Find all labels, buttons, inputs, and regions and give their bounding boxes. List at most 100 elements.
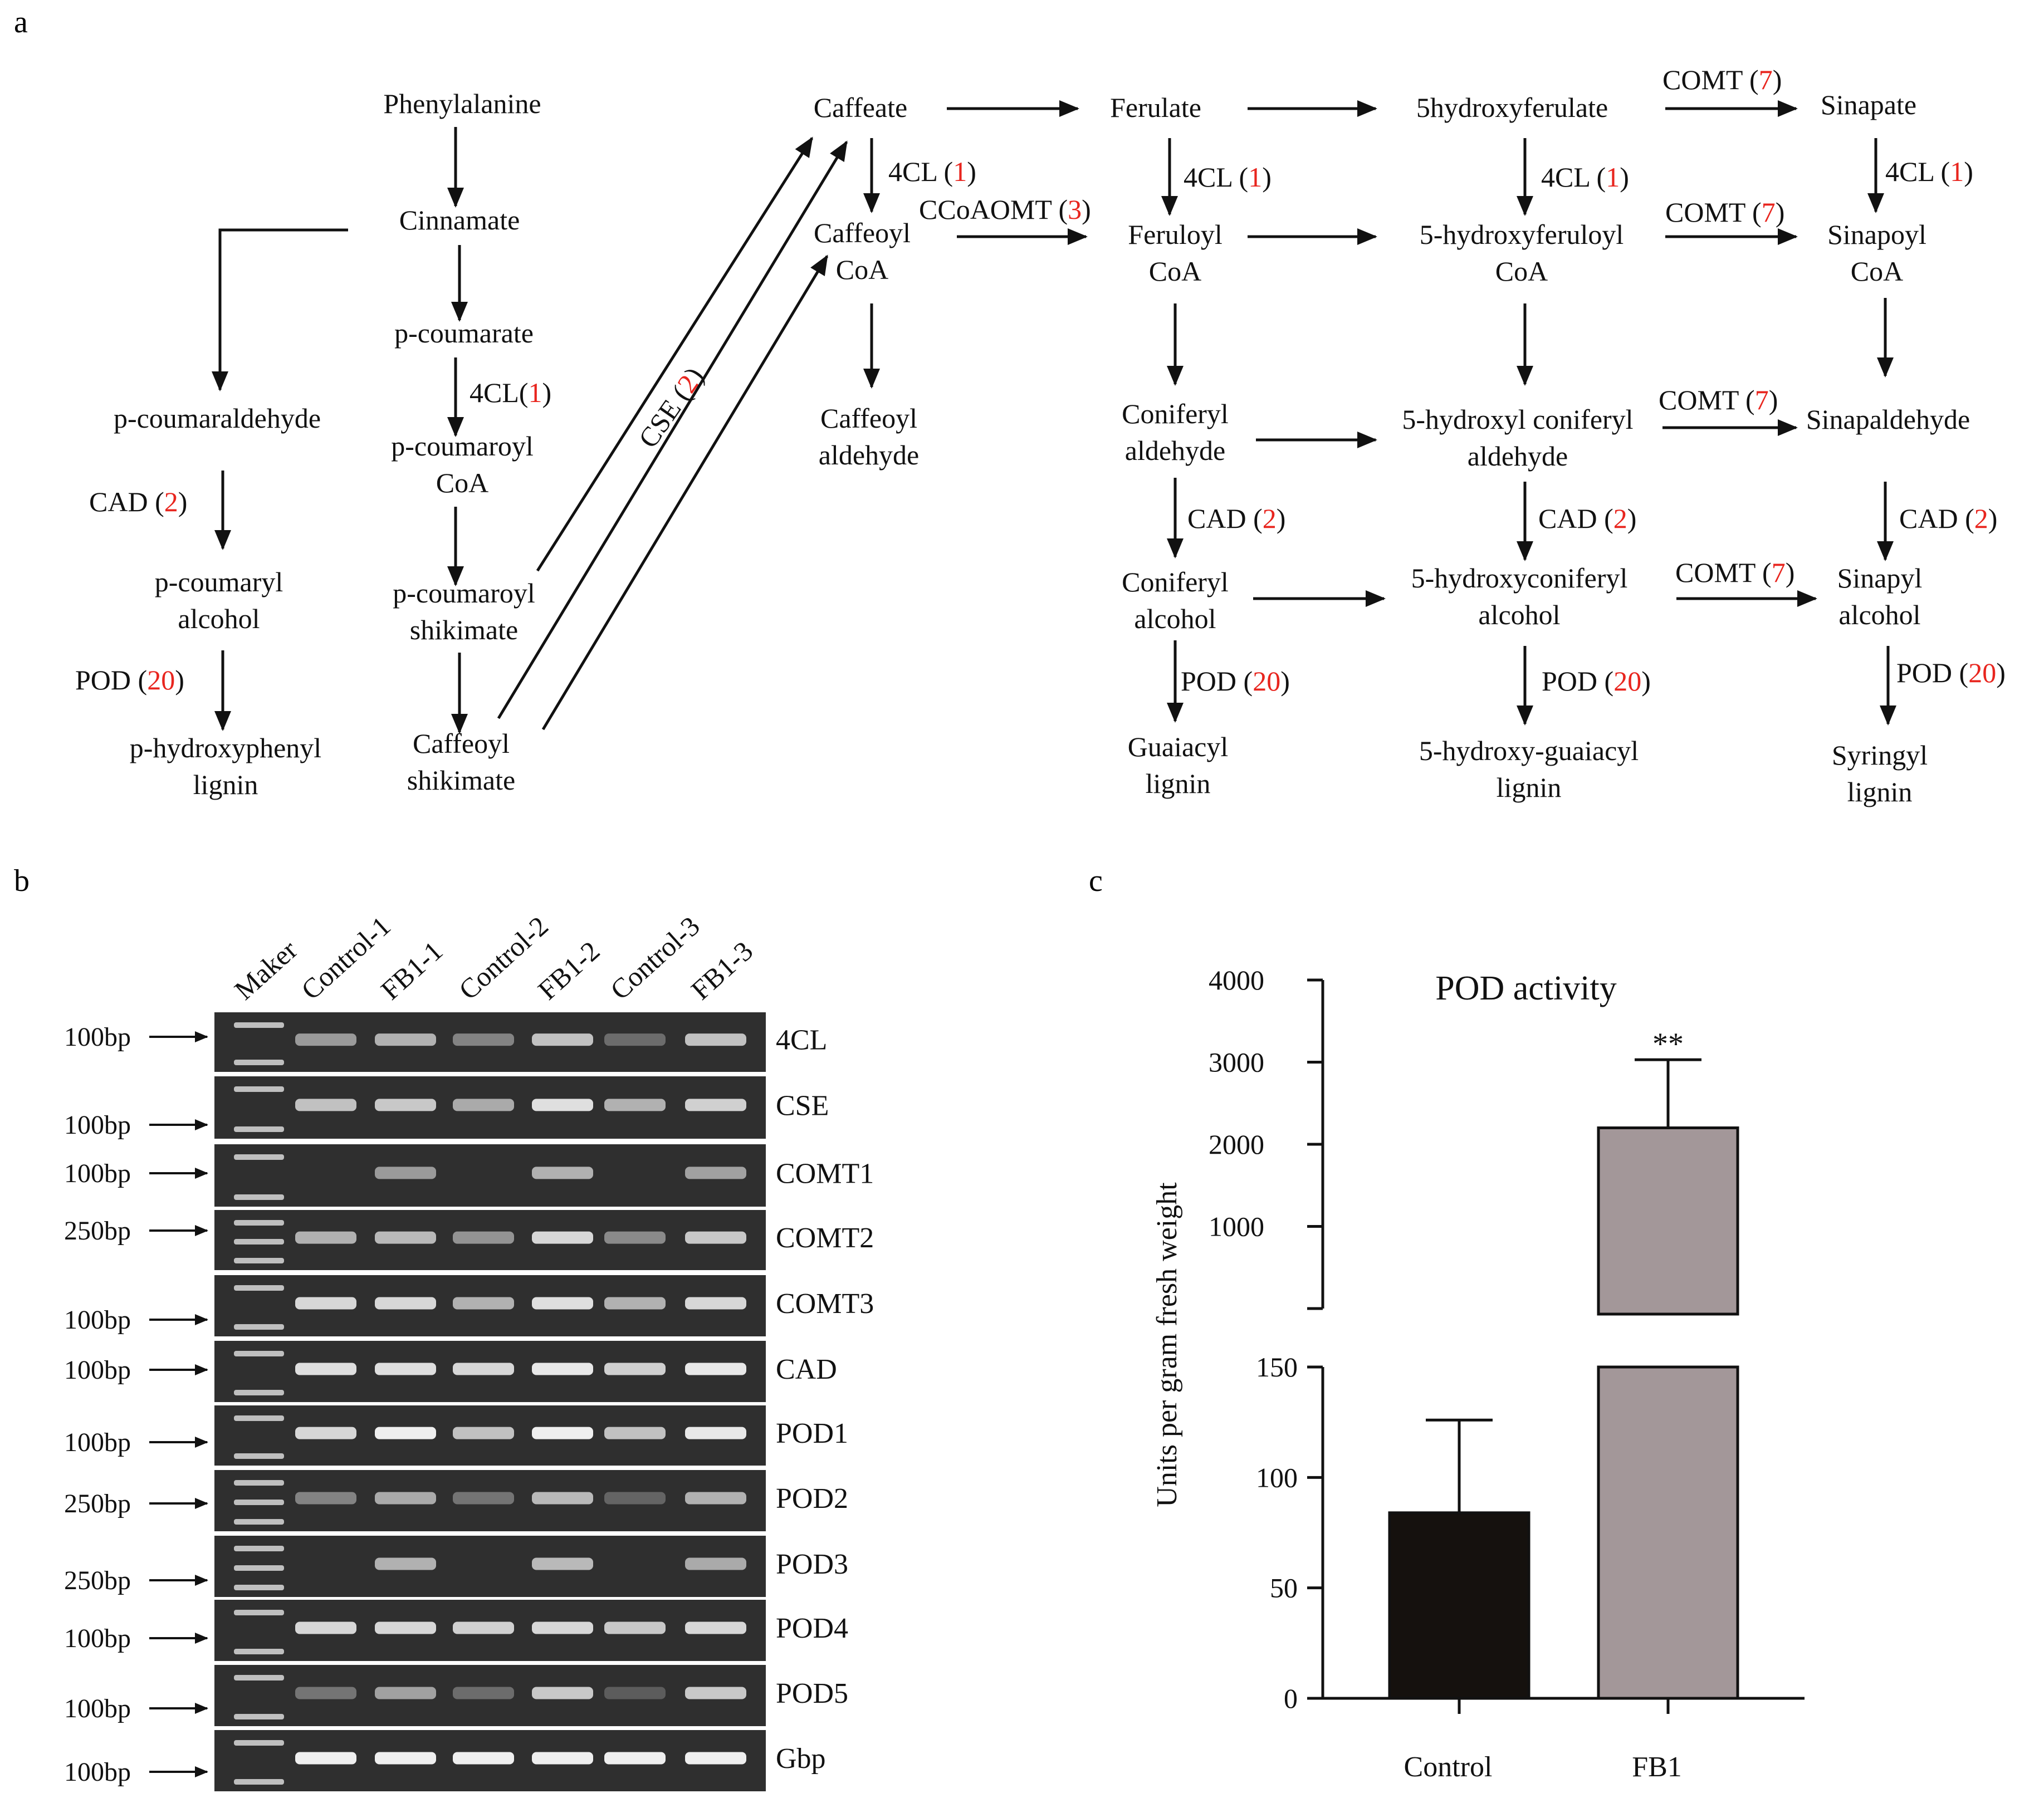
panel-label-a: a — [14, 5, 28, 40]
gel-ladder-band — [234, 1585, 284, 1590]
arrow-pshik-caf — [536, 136, 814, 572]
arrow-cin-pald — [212, 228, 348, 391]
significance-marker: ** — [1652, 1027, 1684, 1061]
x-tick-label: Control — [1404, 1751, 1493, 1783]
gel-band — [604, 1363, 666, 1375]
gel-ladder-band — [234, 1390, 284, 1395]
panel-label-c: c — [1089, 864, 1103, 898]
gel-band — [532, 1363, 593, 1375]
gel-ladder-band — [234, 1351, 284, 1356]
gel-strip — [214, 1536, 766, 1597]
gel-band — [532, 1427, 593, 1439]
enzyme-cad-1: CAD (2) — [89, 486, 187, 517]
gel-ladder-band — [234, 1239, 284, 1245]
gel-strip — [214, 1144, 766, 1207]
gel-band — [532, 1099, 593, 1111]
gel-band — [375, 1621, 436, 1634]
gel-band — [604, 1297, 666, 1310]
gel-band — [685, 1033, 746, 1046]
gel-gene-label: POD4 — [776, 1613, 848, 1644]
enzyme-cse: CSE (2) — [632, 361, 710, 453]
gel-ladder-band — [234, 1285, 284, 1291]
gel-band — [375, 1167, 436, 1179]
y-tick-label: 100 — [1256, 1462, 1298, 1493]
gel-band — [453, 1621, 514, 1634]
gel-band — [295, 1099, 356, 1111]
node-sinapate: Sinapate — [1821, 89, 1916, 120]
arrow-cshik-caf — [497, 140, 848, 719]
node-sinapyl-alcohol: Sinapyl alcohol — [1837, 562, 1923, 630]
enzyme-4cl-4: 4CL (1) — [1541, 161, 1629, 193]
gel-ladder-band — [234, 1519, 284, 1525]
gel-marker-label: 100bp — [64, 1305, 131, 1335]
panel-label-b: b — [14, 864, 30, 898]
gel-band — [375, 1231, 436, 1244]
gel-marker-label: 100bp — [64, 1355, 131, 1385]
arrow-cshik-cafcoa — [541, 254, 829, 731]
gel-gene-label: COMT3 — [776, 1288, 874, 1320]
gel-band — [295, 1492, 356, 1505]
node-sinapaldehyde: Sinapaldehyde — [1806, 404, 1970, 435]
gel-lane-label: Control-2 — [453, 910, 554, 1006]
gel-band — [685, 1297, 746, 1310]
enzyme-comt-1: COMT (7) — [1662, 64, 1782, 95]
gel-band — [453, 1099, 514, 1111]
gel-band — [685, 1557, 746, 1570]
lignin-pathway-diagram: Phenylalanine Cinnamate p-coumarate p-co… — [75, 64, 2006, 807]
enzyme-comt-3: COMT (7) — [1659, 384, 1778, 415]
node-guaiacyl-lignin: Guaiacyl lignin — [1128, 731, 1228, 799]
gel-lane-label: Control-3 — [604, 910, 706, 1006]
gel-band — [532, 1621, 593, 1634]
gel-marker-label: 250bp — [64, 1489, 131, 1518]
gel-ladder-band — [234, 1546, 284, 1551]
gel-band — [532, 1492, 593, 1505]
gel-ladder-band — [234, 1258, 284, 1263]
node-coniferyl-aldehyde: Coniferyl aldehyde — [1122, 398, 1229, 466]
gel-ladder-band — [234, 1022, 284, 1028]
gel-ladder-band — [234, 1126, 284, 1132]
gel-gene-label: POD2 — [776, 1483, 848, 1515]
enzyme-cad-2: CAD (2) — [1187, 503, 1285, 534]
gel-band — [685, 1752, 746, 1765]
bar-fb1-upper — [1597, 1126, 1739, 1316]
gel-ladder-band — [234, 1060, 284, 1065]
gel-band — [604, 1621, 666, 1634]
gel-band — [685, 1492, 746, 1505]
y-tick-label: 4000 — [1209, 964, 1264, 996]
gel-lane-label: FB1-1 — [375, 935, 448, 1006]
gel-band — [604, 1231, 666, 1244]
gel-ladder-band — [234, 1565, 284, 1571]
gel-band — [453, 1231, 514, 1244]
gel-lane-label: FB1-3 — [685, 935, 759, 1006]
gel-marker-label: 250bp — [64, 1216, 131, 1246]
node-coniferyl-alcohol: Coniferyl alcohol — [1122, 566, 1229, 634]
gel-band — [295, 1033, 356, 1046]
gel-lane-label: Control-1 — [295, 910, 397, 1006]
gel-band — [295, 1297, 356, 1310]
gel-gene-label: POD3 — [776, 1549, 848, 1580]
y-tick-label: 150 — [1256, 1351, 1298, 1383]
gel-gene-label: COMT1 — [776, 1158, 874, 1189]
node-caffeoyl-aldehyde: Caffeoyl aldehyde — [819, 403, 919, 471]
gel-lane-label: FB1-2 — [532, 935, 605, 1006]
gel-gene-label: CAD — [776, 1354, 837, 1385]
gel-band — [375, 1099, 436, 1111]
gel-band — [685, 1099, 746, 1111]
y-tick-label: 2000 — [1209, 1129, 1264, 1160]
enzyme-pod-2: POD (20) — [1181, 665, 1290, 697]
gel-band — [453, 1752, 514, 1765]
gel-ladder-band — [234, 1779, 284, 1785]
gel-ladder-band — [234, 1714, 284, 1719]
node-5-hydroxyconiferyl-alcohol: 5-hydroxyconiferyl alcohol — [1411, 562, 1628, 630]
gel-band — [375, 1687, 436, 1699]
node-p-coumaryl-alcohol: p-coumaryl alcohol — [155, 566, 283, 634]
node-5-hydroxy-guaiacyl-lignin: 5-hydroxy-guaiacyl lignin — [1419, 735, 1639, 803]
gel-band — [453, 1363, 514, 1375]
y-tick-label: 50 — [1270, 1572, 1298, 1604]
gel-ladder-band — [234, 1500, 284, 1505]
node-caffeoyl-shikimate: Caffeoyl shikimate — [407, 728, 515, 796]
gel-gene-label: COMT2 — [776, 1222, 874, 1254]
gel-gene-label: POD5 — [776, 1678, 848, 1709]
gel-ladder-band — [234, 1415, 284, 1421]
